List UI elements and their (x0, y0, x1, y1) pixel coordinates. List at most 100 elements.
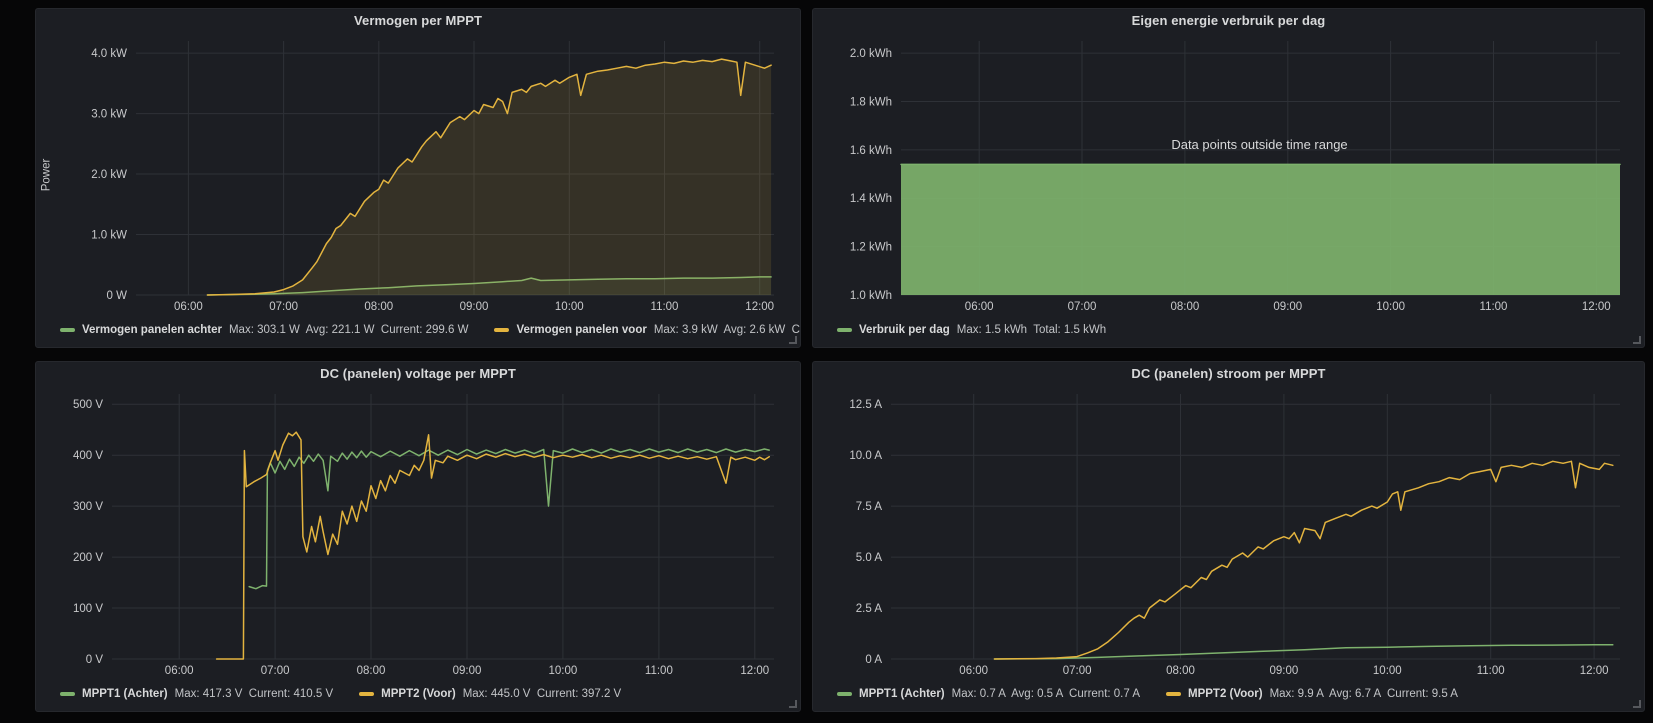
x-tick-label: 06:00 (959, 665, 988, 677)
x-tick-label: 06:00 (174, 301, 203, 313)
legend-item: Vermogen panelen achter Max: 303.1 W Avg:… (60, 324, 468, 336)
panel-resize-handle[interactable] (789, 700, 797, 708)
x-tick-label: 09:00 (1273, 301, 1302, 313)
chart-plot[interactable]: 06:00 07:00 08:00 09:00 10:00 11:00 12:00 0 A 2.… (813, 386, 1644, 681)
y-tick-label: 1.8 kWh (850, 97, 892, 109)
x-tick-label: 07:00 (1063, 665, 1092, 677)
y-tick-label: 1.6 kWh (850, 145, 892, 157)
chart-legend: MPPT1 (Achter) Max: 0.7 A Avg: 0.5 A Curr… (813, 681, 1644, 711)
legend-swatch-icon (60, 328, 75, 332)
legend-series-stats: Max: 445.0 V Current: 397.2 V (462, 688, 622, 700)
chart-legend: MPPT1 (Achter) Max: 417.3 V Current: 410.… (36, 681, 800, 711)
x-tick-label: 08:00 (357, 665, 386, 677)
x-tick-label: 06:00 (165, 665, 194, 677)
legend-series-name[interactable]: Verbruik per dag (859, 324, 950, 336)
legend-series-stats: Max: 303.1 W Avg: 221.1 W Current: 299.6… (228, 324, 469, 336)
x-tick-label: 12:00 (745, 301, 774, 313)
y-tick-label: 0 A (865, 654, 882, 666)
legend-swatch-icon (837, 692, 852, 696)
x-tick-label: 11:00 (645, 665, 673, 677)
legend-series-name[interactable]: MPPT1 (Achter) (82, 688, 168, 700)
legend-series-name[interactable]: MPPT1 (Achter) (859, 688, 945, 700)
x-tick-label: 10:00 (555, 301, 584, 313)
chart-legend: Verbruik per dag Max: 1.5 kWh Total: 1.5 … (813, 317, 1644, 347)
panel-dc-voltage-per-mppt: DC (panelen) voltage per MPPT 06:00 07:00… (35, 361, 801, 712)
y-tick-label: 4.0 kW (91, 48, 127, 60)
legend-series-name[interactable]: Vermogen panelen achter (82, 324, 222, 336)
series-line-mppt1-achter- (248, 448, 770, 590)
x-tick-label: 11:00 (651, 301, 679, 313)
chart-canvas[interactable]: 06:00 07:00 08:00 09:00 10:00 11:00 12:00 0 W 1.… (36, 33, 800, 317)
chart-plot[interactable]: Power 06:00 07:00 08:00 09:00 10:00 11:00 12:0… (36, 33, 800, 317)
y-axis-title: Power (40, 158, 53, 192)
series-line-mppt1-achter- (993, 643, 1614, 660)
chart-plot[interactable]: Data points outside time range 06:00 07:0… (813, 33, 1644, 317)
y-tick-label: 12.5 A (849, 399, 882, 411)
x-tick-label: 08:00 (1171, 301, 1200, 313)
legend-series-stats: Max: 1.5 kWh Total: 1.5 kWh (956, 324, 1107, 336)
chart-legend: Vermogen panelen achter Max: 303.1 W Avg:… (36, 317, 800, 347)
x-tick-label: 11:00 (1477, 665, 1505, 677)
legend-series-stats: Max: 9.9 A Avg: 6.7 A Current: 9.5 A (1269, 688, 1458, 700)
x-tick-label: 06:00 (965, 301, 994, 313)
panel-title[interactable]: DC (panelen) stroom per MPPT (1131, 366, 1326, 381)
legend-series-name[interactable]: MPPT2 (Voor) (381, 688, 456, 700)
x-tick-label: 07:00 (269, 301, 298, 313)
panel-resize-handle[interactable] (1633, 700, 1641, 708)
chart-plot[interactable]: 06:00 07:00 08:00 09:00 10:00 11:00 12:00 0 V 10… (36, 386, 800, 681)
legend-series-stats: Max: 3.9 kW Avg: 2.6 kW Current: 3.8 kW (653, 324, 800, 336)
legend-series-name[interactable]: MPPT2 (Voor) (1188, 688, 1263, 700)
x-tick-label: 09:00 (1270, 665, 1299, 677)
legend-swatch-icon (494, 328, 510, 332)
legend-item: MPPT1 (Achter) Max: 417.3 V Current: 410.… (60, 688, 333, 700)
panel-eigen-energie-verbruik: Eigen energie verbruik per dag Data poin… (812, 8, 1645, 348)
x-tick-label: 12:00 (1582, 301, 1611, 313)
y-tick-label: 3.0 kW (91, 109, 127, 121)
series-line-vermogen-panelen-achter (206, 276, 772, 296)
legend-series-stats: Max: 417.3 V Current: 410.5 V (174, 688, 334, 700)
x-tick-label: 10:00 (549, 665, 578, 677)
series-area-vermogen-panelen-achter (207, 276, 772, 295)
x-tick-label: 10:00 (1376, 301, 1405, 313)
x-tick-label: 08:00 (1166, 665, 1195, 677)
x-tick-label: 08:00 (364, 301, 393, 313)
y-tick-label: 100 V (73, 603, 103, 615)
y-tick-label: 2.5 A (856, 603, 883, 615)
panel-title[interactable]: Vermogen per MPPT (353, 13, 483, 28)
series-line-mppt2-voor- (215, 431, 770, 660)
panel-resize-handle[interactable] (1633, 336, 1641, 344)
legend-item: MPPT2 (Voor) Max: 445.0 V Current: 397.2 … (359, 688, 621, 700)
chart-canvas[interactable]: 06:00 07:00 08:00 09:00 10:00 11:00 12:00 0 A 2.… (813, 386, 1644, 681)
panel-title[interactable]: Eigen energie verbruik per dag (1131, 13, 1326, 28)
chart-canvas[interactable]: 06:00 07:00 08:00 09:00 10:00 11:00 12:00 1.0 k… (813, 33, 1644, 317)
series-area-vermogen-panelen-voor (207, 59, 772, 295)
outside-range-annotation: Data points outside time range (1171, 137, 1348, 152)
legend-swatch-icon (1166, 692, 1182, 696)
legend-swatch-icon (359, 692, 375, 696)
legend-item: MPPT2 (Voor) Max: 9.9 A Avg: 6.7 A Curren… (1166, 688, 1458, 700)
y-tick-label: 200 V (73, 552, 103, 564)
panel-dc-stroom-per-mppt: DC (panelen) stroom per MPPT 06:00 07:00 0… (812, 361, 1645, 712)
legend-swatch-icon (60, 692, 75, 696)
legend-swatch-icon (837, 328, 852, 332)
legend-item: MPPT1 (Achter) Max: 0.7 A Avg: 0.5 A Curr… (837, 688, 1140, 700)
y-tick-label: 1.2 kWh (850, 242, 892, 254)
panel-title[interactable]: DC (panelen) voltage per MPPT (320, 366, 516, 381)
legend-series-stats: Max: 0.7 A Avg: 0.5 A Current: 0.7 A (951, 688, 1141, 700)
x-tick-label: 09:00 (453, 665, 482, 677)
chart-canvas[interactable]: 06:00 07:00 08:00 09:00 10:00 11:00 12:00 0 V 10… (36, 386, 800, 681)
series-line-mppt2-voor- (993, 460, 1614, 660)
y-tick-label: 400 V (73, 450, 103, 462)
y-tick-label: 2.0 kWh (850, 48, 892, 60)
y-tick-label: 1.0 kWh (850, 290, 892, 302)
y-tick-label: 0 W (107, 290, 128, 302)
legend-item: Verbruik per dag Max: 1.5 kWh Total: 1.5 … (837, 324, 1106, 336)
panel-resize-handle[interactable] (789, 336, 797, 344)
legend-series-name[interactable]: Vermogen panelen voor (516, 324, 647, 336)
series-area-verbruik-per-dag (901, 164, 1620, 295)
y-tick-label: 7.5 A (856, 501, 883, 513)
y-tick-label: 500 V (73, 399, 103, 411)
x-tick-label: 07:00 (261, 665, 290, 677)
y-tick-label: 1.4 kWh (850, 193, 892, 205)
